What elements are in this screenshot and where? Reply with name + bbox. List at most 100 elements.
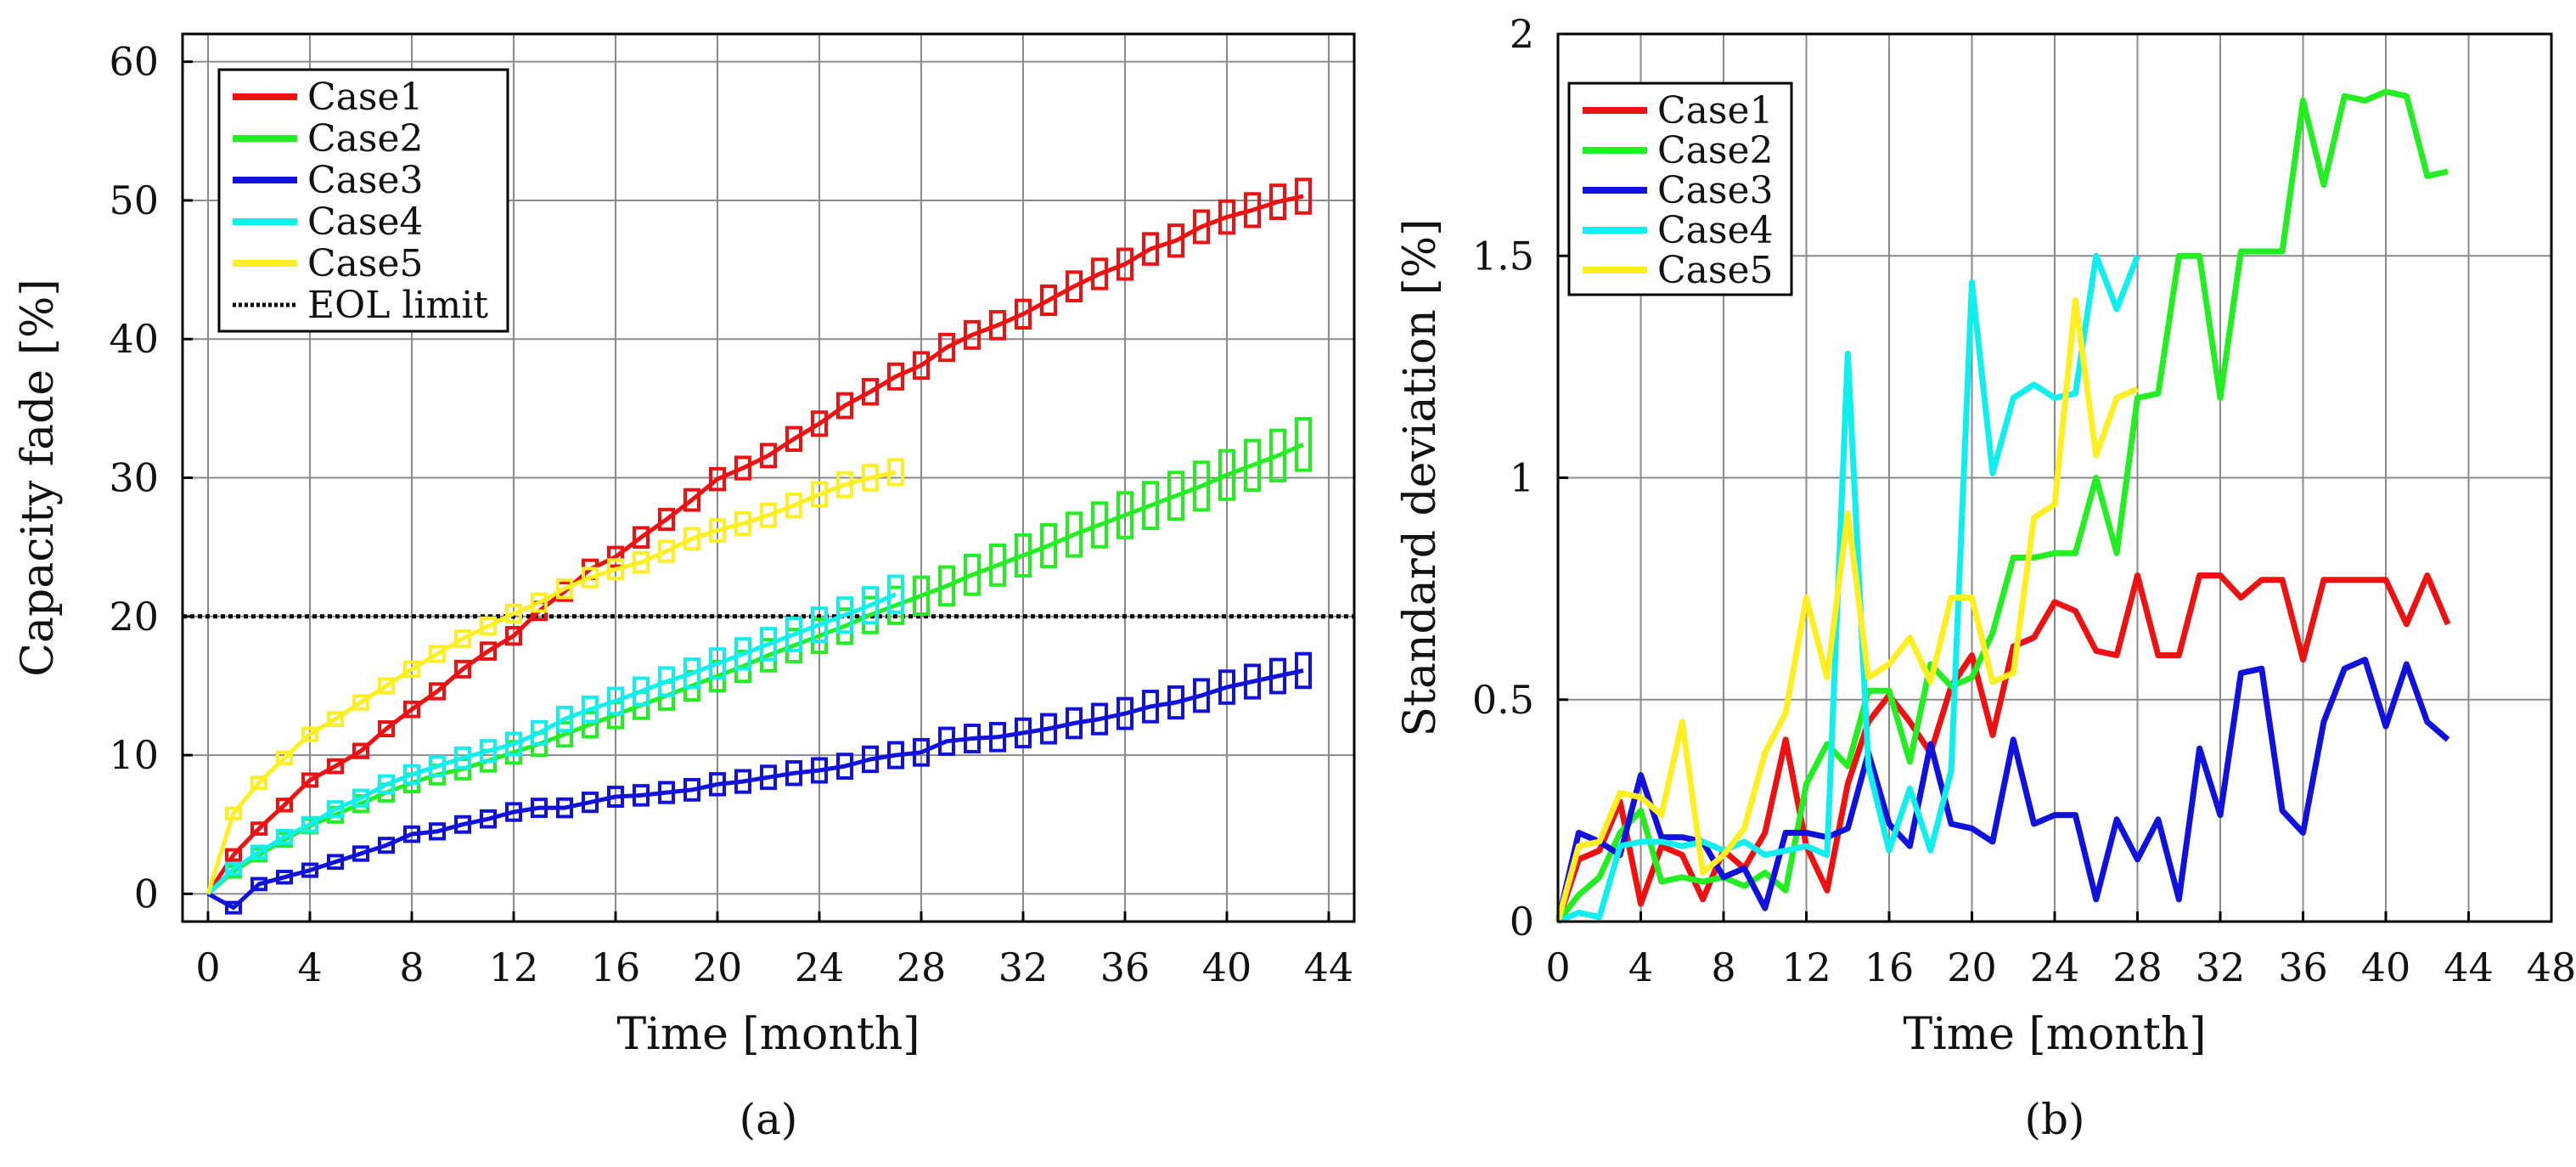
data-point-box — [887, 458, 904, 487]
x-tick-label: 40 — [2361, 944, 2411, 990]
x-tick-label: 8 — [1711, 944, 1735, 990]
data-point-box — [250, 877, 267, 892]
series-line-case2 — [1555, 88, 2449, 924]
series-line-case5 — [205, 470, 897, 895]
y-tick-label: 10 — [109, 732, 159, 778]
x-tick-label: 0 — [1545, 944, 1570, 990]
data-point-box — [607, 558, 624, 581]
data-point-box — [480, 641, 497, 661]
series-line-case1 — [205, 194, 1304, 895]
data-point-box — [454, 659, 471, 679]
data-point-box — [1218, 448, 1235, 501]
legend-label: Case5 — [307, 242, 424, 285]
data-point-box — [964, 319, 981, 350]
data-point-box — [811, 410, 828, 437]
x-tick-label: 32 — [998, 944, 1049, 990]
chart-capacity-fade: 0 4 8 12 16 20 24 28 32 36 40 44 0 10 20 30 40 50 60 Time [… — [13, 32, 1356, 1144]
data-point-box — [683, 488, 700, 512]
x-tick-label: 44 — [1304, 944, 1354, 990]
data-point-box — [403, 825, 420, 843]
data-point-box — [327, 711, 344, 727]
data-point-box — [734, 637, 751, 671]
x-tick-label: 48 — [2527, 944, 2576, 990]
x-tick-label: 36 — [2278, 944, 2328, 990]
data-point-box — [327, 854, 344, 871]
series-line-case4 — [206, 592, 897, 896]
series-line-case5 — [1555, 297, 2139, 922]
legend-label: Case1 — [1657, 89, 1774, 132]
x-tick-label: 44 — [2444, 944, 2494, 990]
series-line-case2 — [206, 443, 1305, 896]
data-point-box — [709, 772, 726, 797]
data-point-box — [1040, 285, 1057, 316]
y-tick-label: 50 — [109, 178, 159, 223]
data-point-box — [327, 758, 344, 775]
x-tick-label: 4 — [1628, 944, 1653, 990]
data-point-box — [862, 745, 879, 774]
data-point-box — [454, 746, 471, 770]
data-point-box — [556, 720, 573, 748]
data-point-box — [1091, 501, 1108, 549]
data-point-box — [887, 362, 904, 391]
data-point-box — [352, 845, 369, 862]
legend-label: Case4 — [307, 200, 424, 244]
x-tick-label: 8 — [399, 944, 424, 990]
data-point-box — [683, 527, 700, 551]
legend-label: Case3 — [1657, 169, 1774, 212]
data-point-box — [1295, 417, 1312, 472]
data-point-box — [556, 797, 573, 819]
data-point-box — [531, 719, 548, 747]
data-point-box — [938, 332, 955, 363]
data-point-box — [276, 750, 293, 766]
data-point-box — [1295, 651, 1312, 690]
data-point-box — [1015, 298, 1032, 330]
data-point-box — [709, 466, 726, 492]
data-point-box — [403, 700, 420, 719]
data-point-box — [250, 844, 267, 860]
data-point-box — [556, 705, 573, 733]
data-point-box — [938, 726, 955, 756]
data-point-box — [1295, 178, 1312, 215]
data-point-box — [429, 822, 446, 841]
series-case4 — [206, 574, 904, 896]
data-point-box — [989, 543, 1006, 587]
data-point-box — [836, 392, 853, 420]
series-line-case3 — [1555, 657, 2450, 922]
data-point-box — [913, 575, 930, 617]
series-line-case3 — [206, 668, 1304, 910]
data-point-box — [734, 455, 751, 481]
data-point-box — [913, 737, 930, 767]
data-point-box — [785, 492, 802, 519]
data-point-box — [1116, 247, 1133, 281]
data-point-box — [862, 586, 879, 625]
data-point-box — [301, 772, 318, 788]
x-tick-label: 24 — [795, 944, 845, 990]
data-point-box — [301, 815, 318, 833]
panel-label: (b) — [2024, 1095, 2084, 1144]
x-tick-label: 16 — [1865, 944, 1915, 990]
data-point-box — [480, 739, 497, 764]
data-point-box — [836, 471, 853, 499]
legend-label: Case3 — [307, 159, 424, 202]
legend-label: Case2 — [1657, 129, 1774, 172]
y-tick-label: 1.5 — [1472, 233, 1534, 279]
y-axis-label: Capacity fade [%] — [13, 279, 64, 676]
series-case4 — [1556, 252, 2140, 925]
data-point-box — [734, 510, 751, 536]
data-point-box — [352, 742, 369, 759]
data-point-box — [1091, 702, 1108, 736]
x-tick-label: 12 — [489, 944, 539, 990]
data-point-box — [276, 798, 293, 813]
data-point-box — [454, 815, 471, 834]
series-case1 — [1555, 572, 2451, 923]
data-point-box — [862, 378, 879, 406]
data-point-box — [378, 837, 395, 854]
data-point-box — [760, 764, 777, 791]
data-point-box — [1167, 471, 1184, 521]
data-point-box — [352, 788, 369, 808]
data-point-box — [1142, 690, 1159, 724]
data-point-box — [480, 809, 497, 829]
x-tick-label: 0 — [195, 944, 220, 990]
data-point-box — [225, 848, 242, 862]
